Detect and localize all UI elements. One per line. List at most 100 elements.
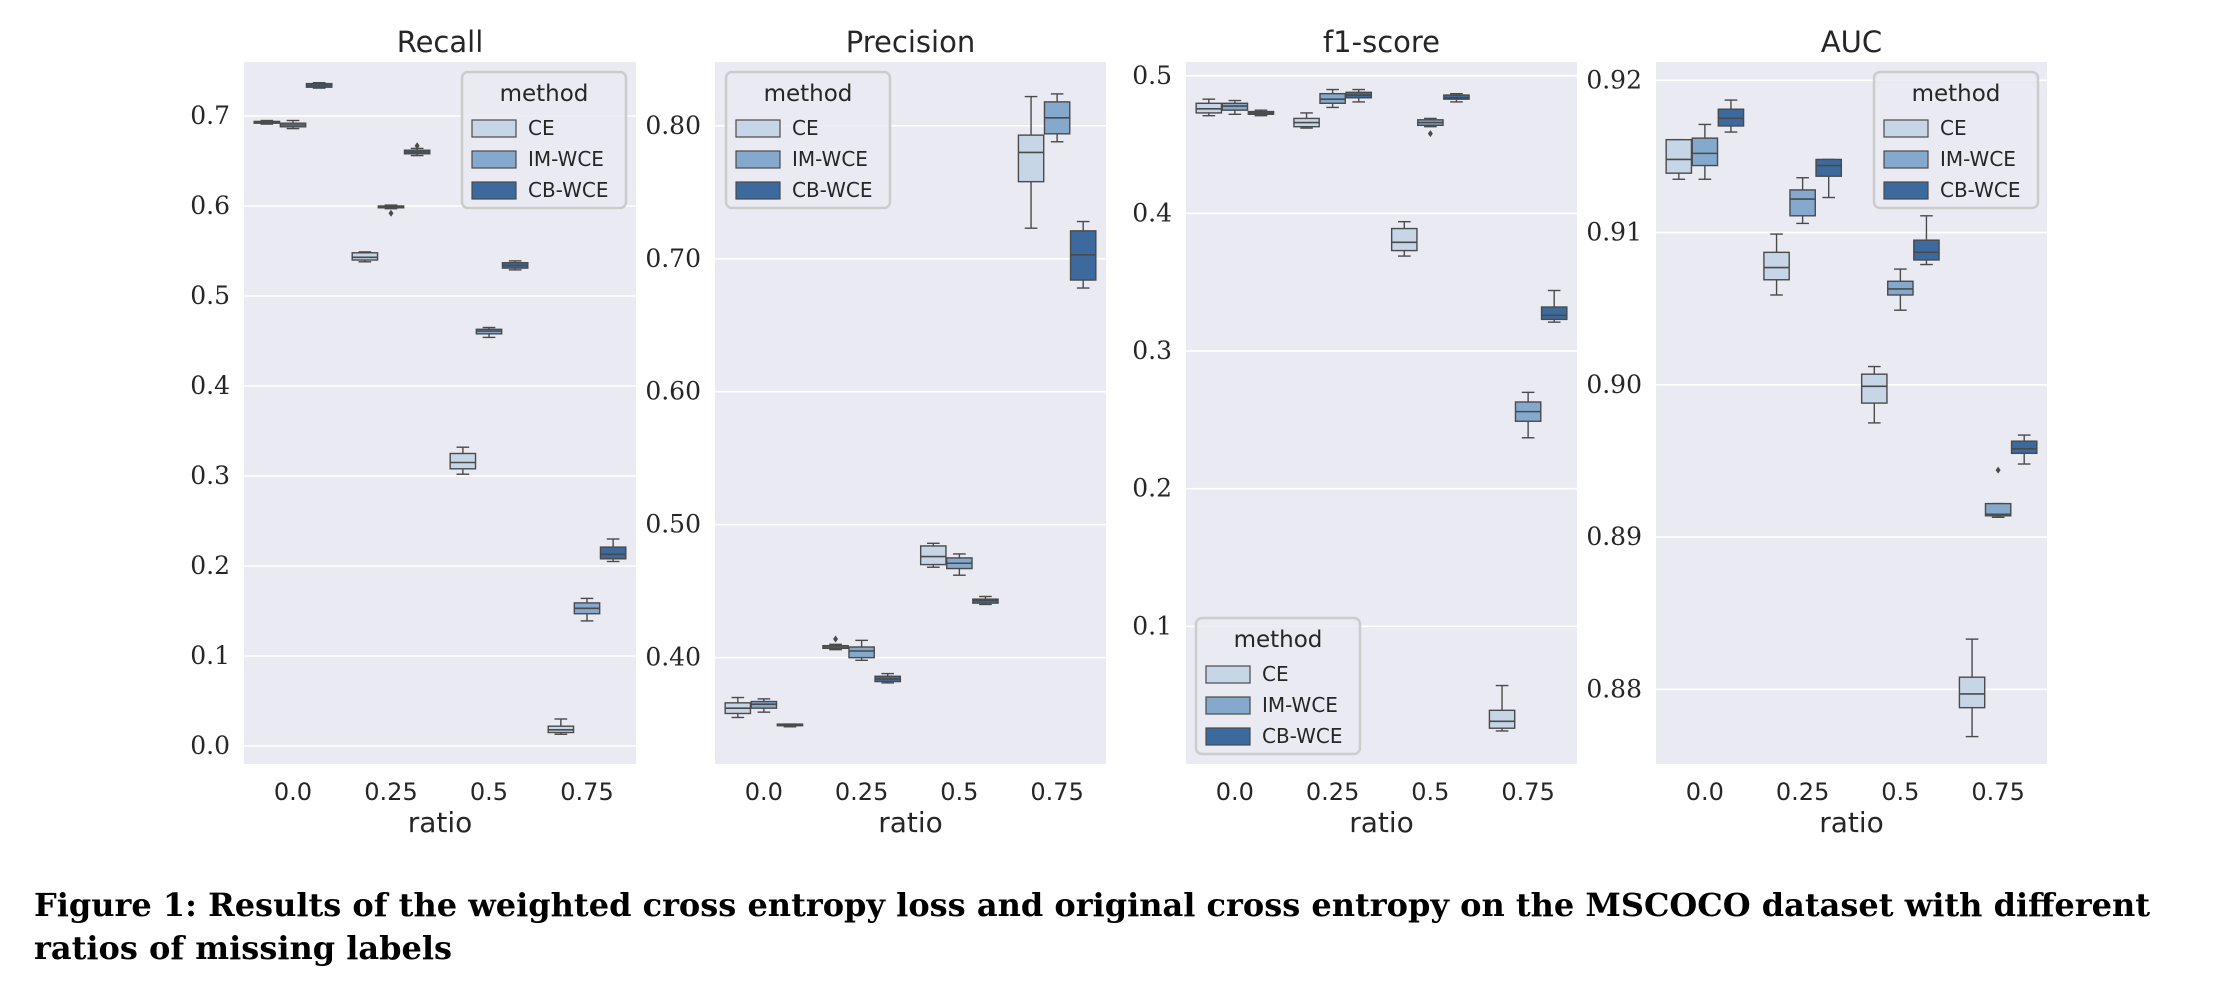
box-cb-wce-0.5 [972, 595, 999, 606]
y-tick-label: 0.3 [1132, 336, 1172, 365]
legend: method CE IM-WCE CB-WCE [1194, 616, 1362, 756]
legend-swatch-im-wce [1205, 696, 1251, 715]
y-tick-label: 0.6 [190, 191, 230, 220]
box-im-wce-0.75 [1984, 466, 2012, 519]
box-cb-wce-0.25 [403, 142, 431, 157]
legend-swatch-ce [1205, 665, 1251, 684]
x-axis-title: ratio [878, 806, 943, 839]
legend-swatch-im-wce [735, 150, 781, 169]
legend-label: CB-WCE [792, 178, 872, 202]
x-tick-label: 0.25 [1306, 778, 1359, 806]
box-ce-0.0 [1665, 138, 1693, 180]
legend-frame [724, 70, 892, 210]
y-tick-label: 0.80 [645, 111, 701, 140]
chart-title: Recall [397, 25, 484, 59]
box-body [1958, 676, 1986, 709]
chart-title: AUC [1821, 25, 1882, 59]
box-cb-wce-0.5 [1443, 92, 1470, 103]
box-body [449, 452, 477, 470]
legend-swatch-cb-wce [1205, 727, 1251, 746]
legend-label: CE [528, 116, 555, 140]
box-ce-0.0 [1195, 98, 1223, 117]
x-tick-label: 0.75 [1971, 778, 2024, 806]
legend-label: CE [792, 116, 819, 140]
box-body [599, 546, 627, 560]
legend-title: method [764, 81, 853, 107]
box-cb-wce-0.0 [1247, 109, 1275, 117]
legend-swatch-im-wce [1883, 150, 1929, 169]
outlier-point [833, 635, 839, 643]
y-tick-label: 0.50 [645, 510, 701, 539]
box-im-wce-0.25 [1319, 88, 1346, 109]
legend-label: CB-WCE [1262, 724, 1342, 748]
legend-label: IM-WCE [528, 147, 604, 171]
box-ce-0.25 [822, 635, 849, 651]
box-body [1984, 502, 2012, 517]
box-im-wce-0.25 [1789, 177, 1816, 225]
x-tick-label: 0.25 [364, 778, 417, 806]
box-body [919, 545, 947, 566]
chart-panel-f1-score: 0.1 0.2 0.3 0.4 0.5 0.0 0.25 0.5 0.75 ratio f1-sco… [1132, 25, 1577, 839]
y-tick-label: 0.88 [1586, 674, 1642, 703]
legend-label: CB-WCE [528, 178, 608, 202]
legend-swatch-ce [1883, 119, 1929, 138]
legend-frame [1872, 70, 2040, 210]
box-ce-0.5 [1390, 220, 1418, 257]
box-ce-0.75 [547, 718, 575, 735]
legend-swatch-ce [735, 119, 781, 138]
y-tick-label: 0.0 [190, 731, 230, 760]
box-cb-wce-0.0 [776, 723, 804, 728]
box-im-wce-0.5 [475, 326, 503, 339]
box-im-wce-0.0 [1221, 99, 1249, 116]
box-cb-wce-0.0 [305, 81, 333, 89]
box-cb-wce-0.75 [2010, 434, 2038, 465]
box-ce-0.25 [1763, 233, 1790, 296]
box-ce-0.25 [1293, 112, 1320, 129]
legend-label: CE [1262, 662, 1289, 686]
legend: method CE IM-WCE CB-WCE [460, 70, 628, 210]
box-cb-wce-0.5 [501, 260, 529, 271]
x-tick-label: 0.0 [274, 778, 312, 806]
box-body [351, 252, 379, 261]
y-tick-label: 0.1 [1132, 611, 1172, 640]
box-ce-0.5 [919, 542, 947, 568]
box-cb-wce-0.75 [1069, 220, 1097, 289]
box-ce-0.75 [1488, 684, 1516, 732]
legend-swatch-cb-wce [1883, 181, 1929, 200]
box-cb-wce-0.75 [599, 538, 627, 563]
figure: 0.0 0.1 0.2 0.3 0.4 0.5 0.6 0.7 0.0 0.25 0.5 0.75 ra… [190, 25, 2047, 839]
box-cb-wce-0.5 [1913, 215, 1940, 266]
box-ce-0.5 [449, 446, 477, 475]
chart-title: Precision [846, 25, 975, 59]
box-im-wce-0.75 [1514, 391, 1542, 439]
legend-label: IM-WCE [1940, 147, 2016, 171]
y-tick-label: 0.2 [190, 551, 230, 580]
box-body [1789, 189, 1816, 217]
x-tick-label: 0.5 [1881, 778, 1919, 806]
outlier-point [414, 142, 420, 150]
box-im-wce-0.25 [848, 639, 875, 661]
chart-panel-recall: 0.0 0.1 0.2 0.3 0.4 0.5 0.6 0.7 0.0 0.25 0.5 0.75 ra… [190, 25, 636, 839]
x-tick-label: 0.25 [1776, 778, 1829, 806]
box-im-wce-0.5 [1417, 117, 1444, 138]
legend: method CE IM-WCE CB-WCE [1872, 70, 2040, 210]
box-im-wce-0.5 [1887, 268, 1914, 311]
y-tick-label: 0.60 [645, 377, 701, 406]
box-body [1763, 251, 1790, 281]
x-tick-label: 0.75 [560, 778, 613, 806]
box-cb-wce-0.75 [1540, 289, 1568, 323]
box-body [1860, 373, 1888, 404]
x-tick-label: 0.0 [1686, 778, 1724, 806]
legend-frame [460, 70, 628, 210]
box-im-wce-0.5 [946, 553, 973, 576]
box-body [848, 646, 875, 659]
x-tick-label: 0.0 [745, 778, 783, 806]
legend-title: method [500, 81, 589, 107]
x-tick-label: 0.5 [470, 778, 508, 806]
y-tick-label: 0.5 [1132, 61, 1172, 90]
x-axis-title: ratio [408, 806, 473, 839]
legend-swatch-cb-wce [471, 181, 517, 200]
y-tick-label: 0.4 [190, 371, 230, 400]
legend: method CE IM-WCE CB-WCE [724, 70, 892, 210]
legend-swatch-ce [471, 119, 517, 138]
